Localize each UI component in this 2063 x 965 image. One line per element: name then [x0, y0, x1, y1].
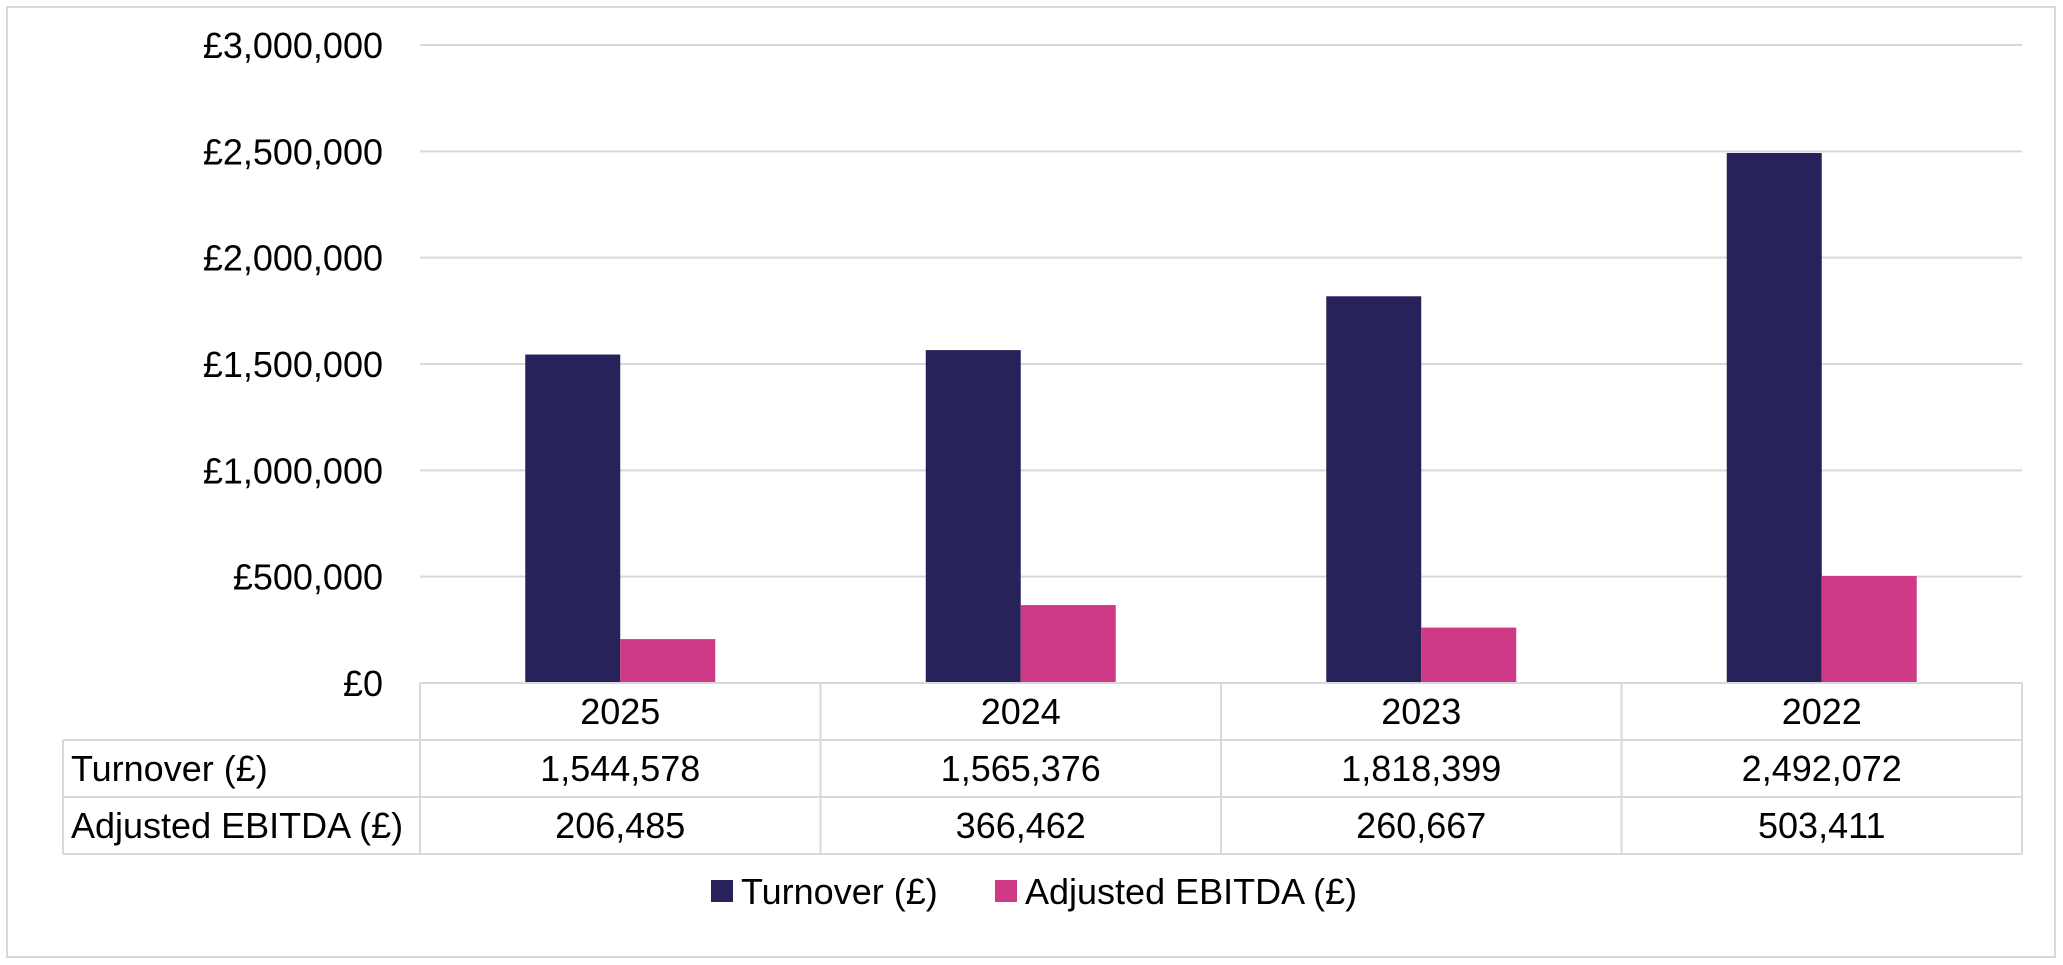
bar-ebitda	[1421, 627, 1517, 683]
bar-ebitda	[1821, 575, 1917, 683]
bar-ebitda	[1020, 605, 1116, 683]
y-tick-label: £1,500,000	[203, 344, 383, 385]
bar-turnover	[1326, 296, 1422, 683]
table-row-label: Turnover (£)	[71, 748, 268, 789]
bar-turnover	[1726, 153, 1822, 683]
bar-turnover	[525, 354, 621, 683]
table-cell-value: 1,544,578	[540, 748, 700, 789]
category-label: 2022	[1782, 691, 1862, 732]
y-tick-label: £2,000,000	[203, 238, 383, 279]
legend-swatch	[711, 880, 733, 902]
y-tick-label: £0	[343, 663, 383, 704]
y-tick-label: £2,500,000	[203, 131, 383, 172]
table-cell-value: 1,565,376	[941, 748, 1101, 789]
table-cell-value: 503,411	[1758, 805, 1885, 846]
legend-swatch	[995, 880, 1017, 902]
y-tick-label: £1,000,000	[203, 450, 383, 491]
table-cell-value: 1,818,399	[1341, 748, 1501, 789]
category-label: 2024	[981, 691, 1061, 732]
table-cell-value: 260,667	[1356, 805, 1486, 846]
chart-frame	[6, 6, 2056, 958]
table-row-label: Adjusted EBITDA (£)	[71, 805, 403, 846]
bar-turnover	[925, 350, 1021, 683]
table-cell-value: 206,485	[555, 805, 685, 846]
legend-label: Turnover (£)	[741, 871, 938, 912]
legend-label: Adjusted EBITDA (£)	[1025, 871, 1357, 912]
table-cell-value: 366,462	[956, 805, 1086, 846]
category-label: 2025	[580, 691, 660, 732]
y-tick-label: £500,000	[233, 557, 383, 598]
y-tick-label: £3,000,000	[203, 25, 383, 66]
table-cell-value: 2,492,072	[1742, 748, 1902, 789]
bar-ebitda	[620, 639, 716, 683]
category-label: 2023	[1381, 691, 1461, 732]
